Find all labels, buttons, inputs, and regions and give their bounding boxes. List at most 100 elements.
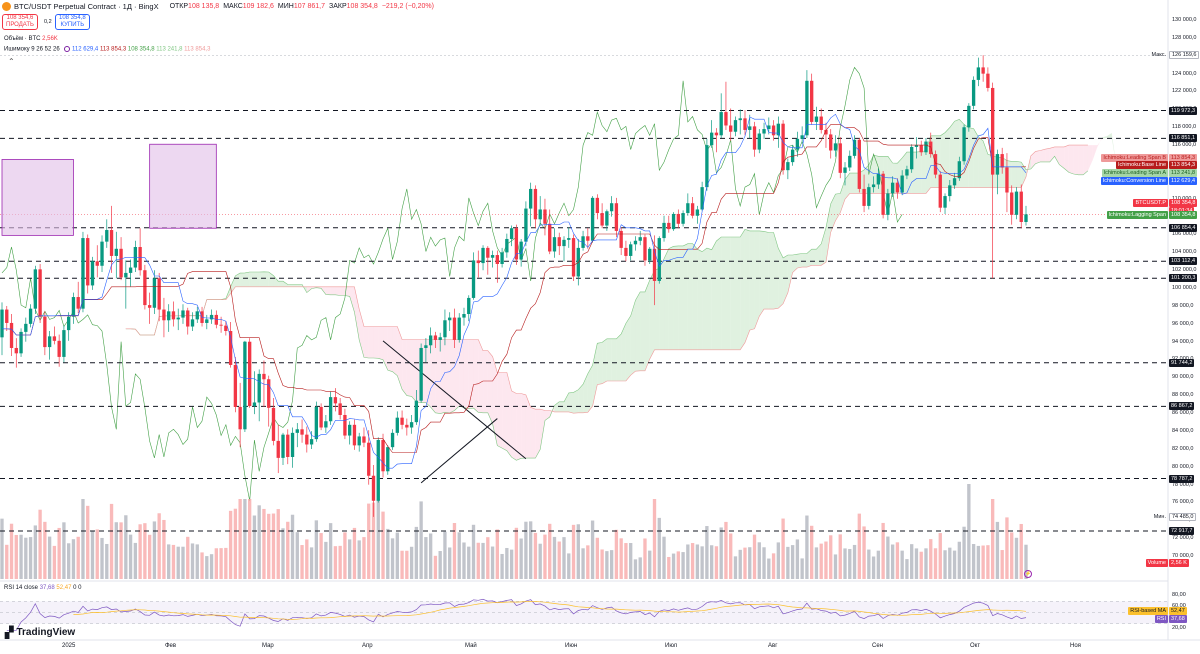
candle [319,403,323,431]
ichimoku-cloud-segment [483,350,488,413]
candle [833,135,838,157]
sell-button[interactable]: 108 354,6 ПРОДАТЬ [2,14,38,30]
ichimoku-cloud-segment [1106,133,1112,138]
candle [167,304,171,332]
ichimoku-cloud-segment [340,286,345,296]
candle [76,281,80,314]
volume-bar [47,536,52,579]
buy-button[interactable]: 108 354,8 КУПИТЬ [55,14,90,30]
rsi-axis-tick: 60,00 [1172,602,1186,609]
ichimoku-cloud-segment [578,384,584,413]
price-axis-tick: 88 000,0 [1172,392,1194,399]
indicator-name-label: Ichimoku:Conversion Line [1100,176,1168,185]
time-axis-tick: Фев [165,643,177,649]
ichimoku-cloud-segment [621,323,626,382]
volume-bar [552,536,557,579]
candle [771,120,776,141]
ichimoku-cloud-segment [921,150,926,194]
candle [9,314,14,357]
candle-body [700,187,704,210]
candle [686,193,690,216]
candle [309,431,314,449]
candle [5,305,9,331]
volume-bar [852,544,857,579]
trendline-upper [382,340,527,460]
candle-body [376,440,380,501]
volume-bar [5,544,9,579]
candle [300,419,304,443]
candle-body [838,143,842,173]
volume-bar [200,552,204,579]
candle [390,429,395,450]
volume-bar [386,528,390,579]
volume-bar [795,539,800,579]
level-price-label: 119 972,3 [1169,106,1198,115]
time-axis-tick: Ноя [1070,643,1081,649]
candle [786,158,790,180]
candle [105,219,109,248]
price-axis-tick: 72 000,0 [1172,535,1194,542]
ichimoku-cloud-segment [1045,148,1050,162]
time-axis-tick: Мар [262,643,274,649]
candle [557,232,561,256]
candle [486,246,490,275]
candle [586,228,590,249]
volume-bar [171,544,176,579]
ohlc-item: МИН107 861,7 [277,3,325,10]
candle [814,106,819,130]
candle-body [829,134,833,151]
volume-bar [252,515,257,579]
candle-body [247,341,252,407]
candle-body [662,222,666,239]
volume-bar [86,505,90,579]
indicator-name-label: Ichimoku:Base Line [1116,161,1168,170]
candle [614,197,619,238]
volume-bar [190,543,195,579]
candle [1000,147,1004,174]
volume-bar [810,525,814,579]
volume-bar [276,509,280,579]
visibility-eye-icon[interactable] [64,46,71,52]
candle-body [176,317,180,320]
candle-body [633,240,638,245]
price-axis-tick: 76 000,0 [1172,499,1194,506]
candle [371,465,376,517]
candle [405,418,409,436]
volume-bar [1005,517,1009,579]
volume-bar [52,545,57,579]
price-axis-tick: 130 000,0 [1172,16,1197,23]
volume-bar [119,522,123,579]
volume-bar [990,499,995,579]
event-marker-icon[interactable]: ⚡ [1024,570,1032,578]
candle-body [76,297,80,309]
volume-legend-value: 2,56K [42,36,58,42]
collapse-legend-chevron-icon[interactable]: ⌃ [8,57,15,66]
volume-bar [343,532,347,579]
candle-body [62,330,66,357]
volume-legend[interactable]: Объём · BTC 2,56K [4,36,58,42]
rsi-legend[interactable]: RSI 14 close 37,68 52,47 0 0 [4,585,81,591]
tradingview-mark-icon: ▞ [5,627,14,639]
candle [895,178,900,199]
ichimoku-legend[interactable]: Ишимоку 9 26 52 26 112 629,4 113 854,3 1… [4,46,210,53]
candle-body [595,197,600,214]
candle [157,272,161,322]
candle [643,234,647,266]
ichimoku-cloud-segment [402,339,407,396]
candle [376,437,380,503]
candle-body [152,278,157,308]
candle-body [514,228,519,260]
tradingview-logo[interactable]: ▞ TradingView [5,626,75,639]
volume-bar [1014,537,1019,579]
candle-body [195,311,199,320]
volume-bar [762,547,766,579]
volume-bar [709,545,714,579]
volume-bar [133,542,138,579]
volume-bar [600,549,604,579]
volume-bar [700,546,704,579]
candle-body [428,335,433,346]
volume-bar [348,539,352,579]
symbol-title[interactable]: BTC/USDT Perpetual Contract · 1Д · BingX [14,2,159,11]
candle [790,145,795,166]
